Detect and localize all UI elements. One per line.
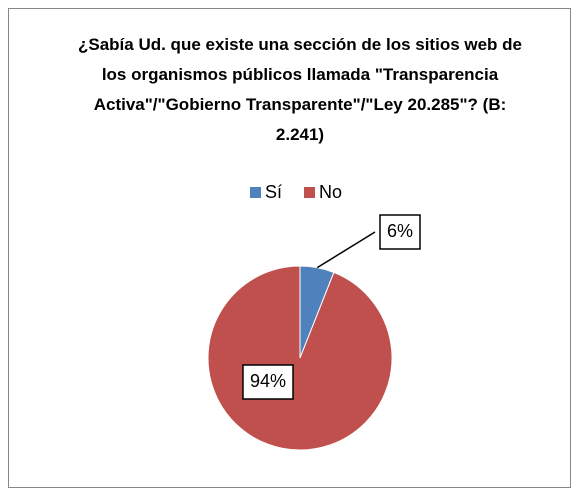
data-label: 6% xyxy=(387,221,413,241)
legend-swatch xyxy=(250,187,261,198)
data-label-box xyxy=(379,214,421,250)
legend-label: No xyxy=(319,182,342,202)
leader-line xyxy=(316,231,376,269)
data-label: 94% xyxy=(250,371,286,391)
legend-label: Sí xyxy=(265,182,282,202)
pie-slice xyxy=(207,265,393,451)
chart-title: ¿Sabía Ud. que existe una sección de los… xyxy=(77,35,523,144)
legend-swatch xyxy=(304,187,316,198)
data-label-box xyxy=(242,364,294,400)
